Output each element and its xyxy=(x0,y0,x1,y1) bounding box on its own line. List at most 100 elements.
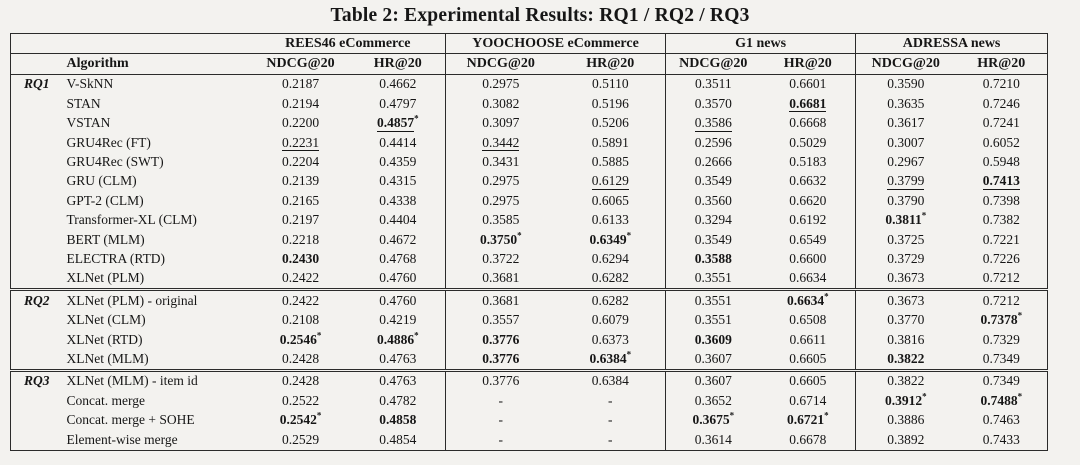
metric-value: 0.5885 xyxy=(591,153,629,169)
rq-label: RQ2 xyxy=(10,288,61,311)
table-row: Element-wise merge 0.2529 0.4854 - - 0.3614 0.… xyxy=(11,430,1048,451)
metric-value: 0.3442 xyxy=(482,134,520,152)
metric-value: 0.4768 xyxy=(379,250,417,266)
metric-value: 0.5206 xyxy=(591,115,629,131)
value-cell: 0.3635 xyxy=(855,94,956,114)
value-cell: 0.2108 xyxy=(251,311,351,330)
value-cell: 0.3549 xyxy=(665,230,761,250)
value-cell: 0.3799 xyxy=(855,171,956,192)
metric-value: 0.7413 xyxy=(982,173,1020,190)
value-cell: 0.2165 xyxy=(251,191,351,210)
metric-value: 0.3607 xyxy=(694,373,732,389)
metric-value: 0.4760 xyxy=(379,270,417,286)
table-row: RQ3 XLNet (MLM) - item id 0.2428 0.4763 0.37… xyxy=(10,368,1048,392)
metric-value: 0.4760 xyxy=(379,292,417,308)
value-cell: 0.3607 xyxy=(665,349,761,371)
value-cell: 0.3776 xyxy=(445,349,556,371)
metric-value: 0.3549 xyxy=(694,231,732,247)
metric-value: 0.6052 xyxy=(982,134,1020,150)
metric-value: 0.7210 xyxy=(982,76,1020,92)
table-row: RQ2 XLNet (PLM) - original 0.2422 0.4760 0.3… xyxy=(10,288,1048,311)
value-cell: 0.2194 xyxy=(251,94,351,113)
metric-value: 0.3673 xyxy=(887,270,925,286)
metric-value: 0.6600 xyxy=(789,250,827,266)
metric-header: HR@20 xyxy=(760,53,856,75)
significance-star: * xyxy=(517,230,522,241)
metric-value: 0.3776 xyxy=(482,331,520,347)
value-cell: 0.3722 xyxy=(445,249,556,269)
table-caption: Table 2: Experimental Results: RQ1 / RQ2… xyxy=(330,5,750,26)
value-cell: 0.7210 xyxy=(956,74,1048,94)
algorithm-cell: GRU4Rec (SWT) xyxy=(66,153,164,169)
dataset-group-header: REES46 eCommerce xyxy=(250,33,446,55)
results-table: REES46 eCommerce YOOCHOOSE eCommerce G1 ne… xyxy=(10,33,1080,451)
value-cell: 0.7413 xyxy=(956,172,1048,191)
metric-value: 0.3294 xyxy=(694,212,732,228)
metric-value: 0.6634 xyxy=(789,270,827,286)
value-cell: 0.2428 xyxy=(251,350,351,371)
table-row: GRU4Rec (FT) 0.2231 0.4414 0.3442 0.5891 0.25… xyxy=(11,133,1048,153)
value-cell: 0.4404 xyxy=(351,211,446,230)
metric-value: 0.3590 xyxy=(887,76,925,92)
metric-value: 0.3551 xyxy=(694,292,732,308)
value-cell: 0.3585 xyxy=(445,210,556,231)
metric-value: 0.7382 xyxy=(982,212,1020,228)
value-cell: 0.3886 xyxy=(855,410,956,431)
value-cell: 0.3725 xyxy=(855,230,956,250)
value-cell: 0.3570 xyxy=(665,94,761,114)
value-cell: 0.7246 xyxy=(956,94,1048,113)
value-cell: 0.3822 xyxy=(855,349,956,371)
metric-value: 0.4338 xyxy=(379,192,417,208)
rq-label xyxy=(11,230,61,249)
metric-value: 0.4672 xyxy=(379,231,417,247)
rq-label xyxy=(11,430,61,450)
significance-star: * xyxy=(824,410,829,421)
metric-value: 0.3557 xyxy=(482,312,520,328)
value-cell: 0.3652 xyxy=(665,391,761,411)
value-cell: 0.2596 xyxy=(665,133,761,153)
metric-value: 0.4886 xyxy=(376,331,415,347)
table-row: Transformer-XL (CLM) 0.2197 0.4404 0.3585 0.… xyxy=(11,210,1048,231)
metric-value: 0.4854 xyxy=(379,431,417,447)
metric-value: 0.6282 xyxy=(591,292,629,308)
value-cell: 0.7488* xyxy=(956,391,1048,410)
value-cell: 0.3588 xyxy=(665,249,761,269)
value-cell: 0.2422 xyxy=(251,269,351,290)
value-cell: 0.3776 xyxy=(445,368,556,392)
metric-value: 0.6634 xyxy=(786,292,825,308)
metric-value: 0.2108 xyxy=(281,312,320,328)
significance-star: * xyxy=(316,410,322,421)
metric-value: 0.3811 xyxy=(885,212,922,228)
value-cell: 0.6605 xyxy=(761,350,856,371)
metric-value: 0.4359 xyxy=(379,153,417,169)
value-cell: 0.3082 xyxy=(445,94,556,114)
value-cell: 0.6600 xyxy=(761,249,856,268)
value-cell: 0.6282 xyxy=(555,288,666,311)
metric-value: 0.5183 xyxy=(789,153,827,169)
metric-value: 0.3551 xyxy=(694,270,732,286)
metric-value: 0.4763 xyxy=(379,373,417,389)
value-cell: 0.6129 xyxy=(556,172,666,191)
value-cell: 0.4763 xyxy=(351,350,446,371)
value-cell: 0.3511 xyxy=(665,74,761,95)
value-cell: 0.3614 xyxy=(665,430,761,451)
metric-value: 0.3617 xyxy=(887,115,925,131)
metric-value: - xyxy=(498,431,504,447)
metric-value: 0.3776 xyxy=(482,373,520,389)
value-cell: 0.7463 xyxy=(956,411,1048,430)
dataset-group-header: G1 news xyxy=(665,33,856,55)
metric-value: 0.3588 xyxy=(694,250,732,266)
significance-star: * xyxy=(1017,310,1023,321)
value-cell: 0.2204 xyxy=(251,152,351,171)
value-cell: 0.2975 xyxy=(445,191,556,211)
metric-value: 0.6721 xyxy=(786,412,825,428)
group-header-row: REES46 eCommerce YOOCHOOSE eCommerce G1 ne… xyxy=(10,33,1048,55)
metric-value: 0.5948 xyxy=(982,153,1020,169)
table-row: XLNet (PLM) 0.2422 0.4760 0.3681 0.6282 0.355… xyxy=(11,268,1048,290)
significance-star: * xyxy=(414,330,419,341)
metric-value: 0.2197 xyxy=(281,212,320,228)
metric-value: 0.4782 xyxy=(379,392,417,408)
results-table-grid: REES46 eCommerce YOOCHOOSE eCommerce G1 ne… xyxy=(10,33,1049,451)
value-cell: 0.4672 xyxy=(351,230,446,249)
value-cell: 0.6373 xyxy=(556,330,666,349)
